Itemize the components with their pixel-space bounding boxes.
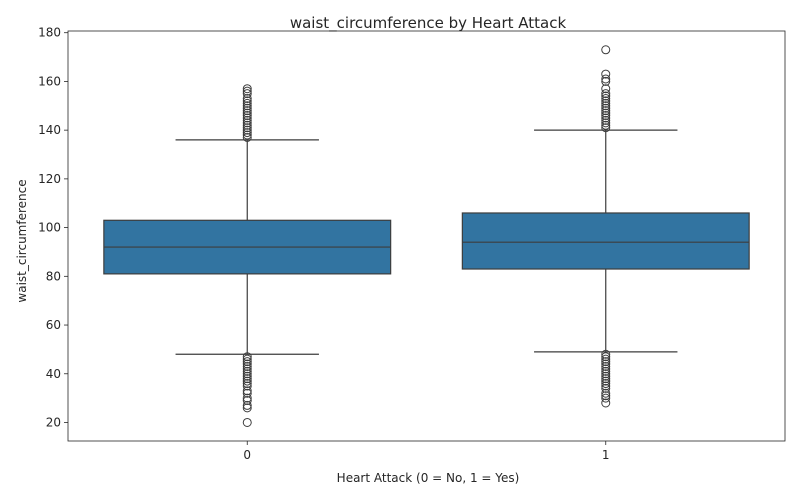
outlier-point xyxy=(601,376,611,386)
outlier-point xyxy=(601,76,611,86)
chart-title: waist_circumference by Heart Attack xyxy=(290,14,567,33)
outlier-point xyxy=(242,376,252,386)
outlier-point xyxy=(601,364,611,374)
outlier-point xyxy=(242,132,252,142)
outlier-point xyxy=(601,388,611,398)
outlier-point xyxy=(242,369,252,379)
outlier-point xyxy=(242,120,252,130)
outlier-point xyxy=(601,398,611,408)
outlier-point xyxy=(242,417,252,427)
outlier-point xyxy=(242,103,252,113)
outlier-point xyxy=(242,130,252,140)
plot-frame xyxy=(67,30,786,442)
outlier-point xyxy=(601,357,611,367)
outlier-point xyxy=(242,354,252,364)
outlier-point xyxy=(601,103,611,113)
box-group-0 xyxy=(103,84,392,427)
y-tick-label: 60 xyxy=(46,318,61,332)
outlier-point xyxy=(242,98,252,108)
outlier-point xyxy=(601,101,611,111)
outlier-point xyxy=(601,120,611,130)
outlier-point xyxy=(242,361,252,371)
y-axis-label: waist_circumference xyxy=(15,179,29,302)
outlier-point xyxy=(601,352,611,362)
outlier-point xyxy=(242,86,252,96)
outlier-point xyxy=(601,45,611,55)
outlier-point xyxy=(601,391,611,401)
outlier-point xyxy=(601,91,611,101)
outlier-point xyxy=(242,396,252,406)
outlier-point xyxy=(242,371,252,381)
outlier-point xyxy=(242,106,252,116)
y-tick-label: 80 xyxy=(46,269,61,283)
outlier-point xyxy=(601,108,611,118)
outlier-point xyxy=(601,371,611,381)
outlier-point xyxy=(601,123,611,133)
outlier-point xyxy=(242,101,252,111)
outlier-point xyxy=(601,354,611,364)
outlier-point xyxy=(601,69,611,79)
y-tick-label: 120 xyxy=(38,172,61,186)
outlier-point xyxy=(242,89,252,99)
outlier-point xyxy=(601,369,611,379)
y-tick-label: 40 xyxy=(46,367,61,381)
y-tick-label: 160 xyxy=(38,74,61,88)
outlier-point xyxy=(242,379,252,389)
outlier-point xyxy=(242,364,252,374)
y-tick-label: 100 xyxy=(38,221,61,235)
outlier-point xyxy=(242,128,252,138)
outlier-point xyxy=(601,366,611,376)
x-axis-label: Heart Attack (0 = No, 1 = Yes) xyxy=(337,471,520,485)
outlier-point xyxy=(242,366,252,376)
outlier-point xyxy=(601,118,611,128)
outlier-point xyxy=(242,93,252,103)
outlier-point xyxy=(601,84,611,94)
y-tick-label: 20 xyxy=(46,415,61,429)
outlier-point xyxy=(601,74,611,84)
outlier-point xyxy=(242,374,252,384)
outlier-point xyxy=(242,386,252,396)
outlier-point xyxy=(242,381,252,391)
outlier-point xyxy=(601,115,611,125)
outlier-point xyxy=(242,359,252,369)
outlier-point xyxy=(242,388,252,398)
outlier-point xyxy=(601,393,611,403)
outlier-point xyxy=(601,111,611,121)
y-tick-label: 140 xyxy=(38,123,61,137)
x-tick-label: 0 xyxy=(243,448,251,462)
outlier-point xyxy=(601,383,611,393)
outlier-point xyxy=(601,113,611,123)
outlier-point xyxy=(242,108,252,118)
outlier-point xyxy=(242,400,252,410)
outlier-point xyxy=(242,96,252,106)
outlier-point xyxy=(601,379,611,389)
outlier-point xyxy=(242,123,252,133)
outlier-point xyxy=(601,381,611,391)
outlier-point xyxy=(242,84,252,94)
iqr-box xyxy=(461,212,750,270)
outlier-point xyxy=(601,93,611,103)
outlier-point xyxy=(242,125,252,135)
outlier-point xyxy=(601,106,611,116)
outlier-point xyxy=(601,89,611,99)
outlier-point xyxy=(242,352,252,362)
outlier-point xyxy=(601,359,611,369)
outlier-point xyxy=(242,115,252,125)
outlier-point xyxy=(242,118,252,128)
outlier-point xyxy=(601,361,611,371)
outlier-point xyxy=(242,403,252,413)
outlier-point xyxy=(242,393,252,403)
outlier-point xyxy=(601,96,611,106)
outlier-point xyxy=(601,349,611,359)
x-tick-label: 1 xyxy=(602,448,610,462)
box-group-1 xyxy=(461,45,750,408)
plot-area: 20 40 60 80 100 120 140 160 180 0 1 xyxy=(38,26,786,462)
outlier-point xyxy=(242,111,252,121)
outlier-point xyxy=(242,357,252,367)
y-tick-label: 180 xyxy=(38,26,61,40)
outlier-point xyxy=(242,113,252,123)
outlier-point xyxy=(601,98,611,108)
outlier-point xyxy=(601,374,611,384)
